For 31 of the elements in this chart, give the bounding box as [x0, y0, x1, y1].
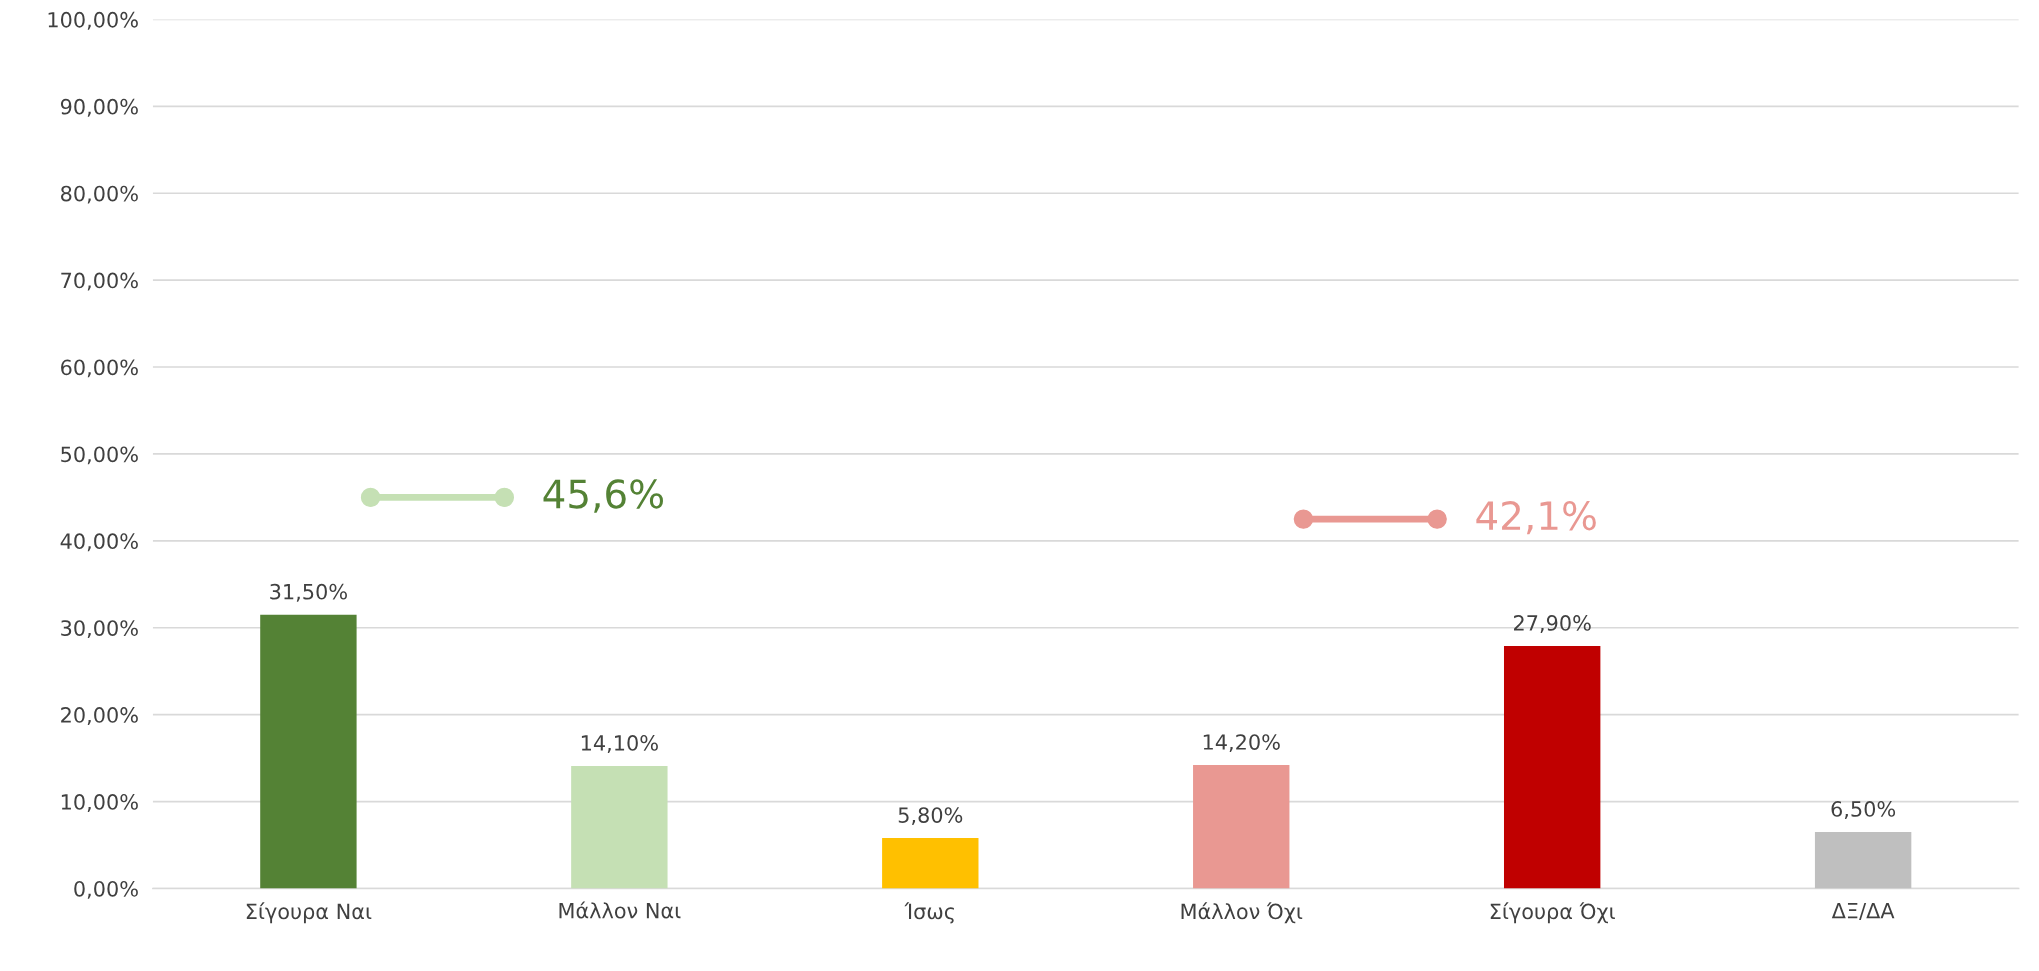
- bar: [882, 838, 979, 889]
- data-label: 31,50%: [270, 583, 347, 602]
- annotation: 42,1%: [1476, 500, 1596, 535]
- y-tick-label: 60,00%: [61, 359, 138, 378]
- x-tick-label: Μάλλον Ναι: [559, 901, 681, 919]
- data-label: 5,80%: [898, 807, 963, 826]
- bar: [1193, 765, 1290, 889]
- bar: [1814, 831, 1912, 889]
- x-tick-label: Σίγουρα Ναι: [246, 902, 372, 924]
- y-tick-label: 50,00%: [61, 446, 138, 465]
- x-tick-label: Ίσως: [904, 902, 954, 924]
- bar: [1503, 646, 1601, 889]
- y-tick-label: 30,00%: [61, 620, 138, 639]
- annotation: 45,6%: [543, 479, 663, 513]
- data-label: 27,90%: [1514, 615, 1591, 633]
- y-tick-label: 40,00%: [60, 533, 138, 552]
- x-tick-label: Σίγουρα Όχι: [1490, 902, 1615, 924]
- bar: [260, 614, 357, 889]
- y-tick-label: 70,00%: [61, 272, 138, 291]
- y-tick-label: 10,00%: [61, 794, 138, 812]
- data-label: 14,10%: [581, 735, 658, 753]
- y-tick-label: 80,00%: [61, 185, 138, 204]
- bar: [571, 765, 668, 889]
- y-tick-label: 20,00%: [61, 707, 138, 725]
- data-label: 6,50%: [1831, 801, 1896, 819]
- y-tick-label: 90,00%: [60, 98, 138, 117]
- y-tick-label: 0,00%: [74, 880, 138, 899]
- x-tick-label: Μάλλον Όχι: [1181, 902, 1303, 924]
- data-label: 14,20%: [1203, 734, 1280, 753]
- y-tick-label: 100,00%: [48, 11, 138, 30]
- x-tick-label: ΔΞ/ΔΑ: [1831, 903, 1895, 921]
